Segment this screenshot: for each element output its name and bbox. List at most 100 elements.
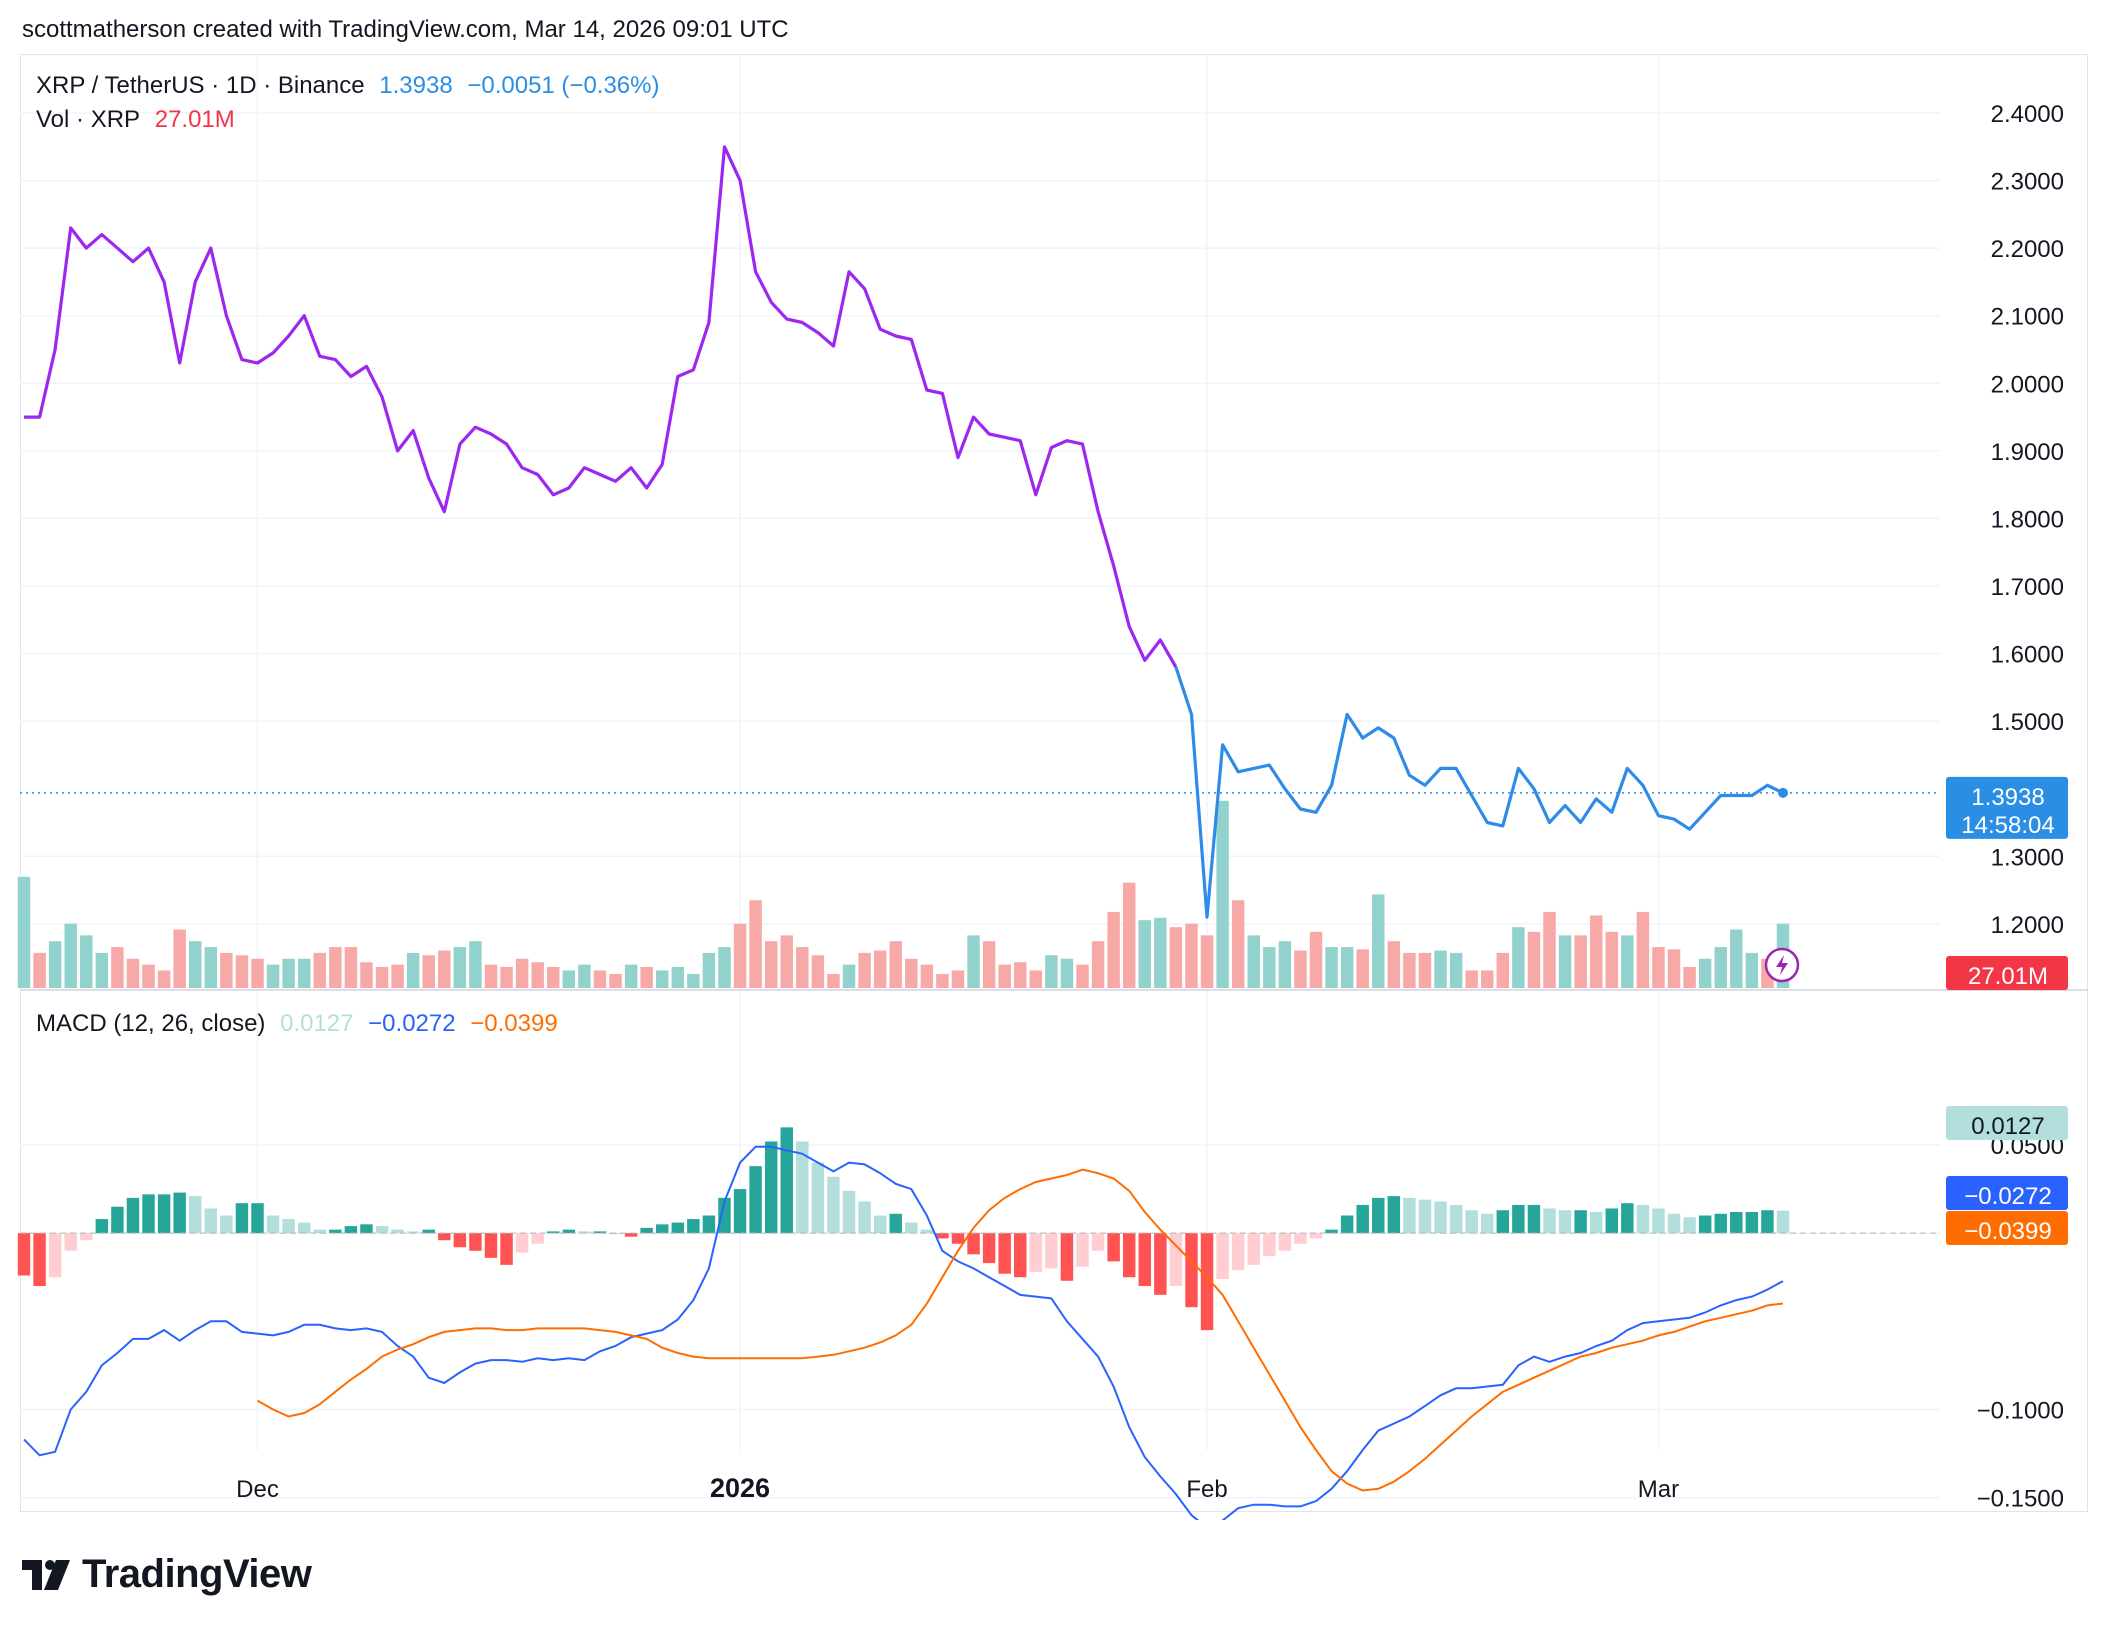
price-tick-label: 1.8000 (1991, 506, 2064, 533)
macd-line-badge-text: −0.0272 (1964, 1183, 2051, 1210)
macd-tick-label: −0.1500 (1977, 1486, 2064, 1513)
histogram-bar (873, 1215, 887, 1234)
time-axis-labels: Dec 2026 Feb Mar (236, 1473, 1679, 1503)
volume-bar (515, 958, 529, 988)
macd-line (23, 1145, 1784, 1520)
lightning-icon[interactable] (1764, 947, 1800, 983)
volume-bar (1621, 935, 1634, 988)
histogram-bar (593, 1231, 607, 1234)
histogram-bar (827, 1176, 840, 1234)
last-price: 1.3938 (379, 72, 453, 99)
histogram-bar (329, 1229, 342, 1234)
histogram-bar (64, 1233, 77, 1251)
histogram-bar (297, 1222, 311, 1234)
histogram-bar (500, 1233, 513, 1265)
histogram-bar (780, 1127, 793, 1234)
volume-bar (1589, 915, 1603, 988)
histogram-bar (982, 1233, 996, 1264)
volume-bar (967, 935, 980, 988)
volume-bar (593, 970, 607, 988)
price-tick-label: 1.6000 (1991, 642, 2064, 669)
macd-legend[interactable]: MACD (12, 26, close) 0.0127 −0.0272 −0.0… (36, 1010, 566, 1038)
histogram-bar (640, 1227, 653, 1234)
volume-bar (889, 941, 902, 988)
volume-bar (1372, 894, 1385, 988)
volume-bar (282, 958, 295, 988)
histogram-bar (1029, 1233, 1043, 1272)
histogram-bar (266, 1215, 280, 1234)
symbol-legend[interactable]: XRP / TetherUS · 1D · Binance 1.3938 −0.… (36, 72, 667, 100)
volume-bar (1325, 947, 1338, 988)
histogram-bar (126, 1197, 140, 1234)
volume-badge-bg (1946, 956, 2068, 990)
volume-bar (624, 964, 638, 988)
volume-bar (1185, 923, 1198, 988)
histogram-bar (1231, 1233, 1245, 1271)
histogram-bar (842, 1190, 856, 1234)
volume-bar (1698, 958, 1712, 988)
volume-bar (609, 973, 622, 988)
volume-bar (1403, 952, 1416, 988)
volume-bar (1122, 882, 1136, 988)
histogram-bar (1465, 1210, 1478, 1234)
macd-label: MACD (12, 26, close) (36, 1010, 266, 1037)
volume-bar (1200, 935, 1214, 988)
volume-bar (422, 955, 435, 988)
volume-badge-text: 27.01M (1968, 963, 2048, 990)
symbol-name: XRP / TetherUS · 1D · Binance (36, 72, 365, 99)
histogram-bar (438, 1233, 451, 1241)
histogram-bar (1730, 1211, 1743, 1234)
price-tick-label: 1.2000 (1991, 912, 2064, 939)
volume-bar (640, 966, 653, 988)
histogram-bar (1372, 1197, 1385, 1234)
histogram-bar (1481, 1213, 1494, 1234)
histogram-bar (687, 1219, 700, 1234)
volume-bar (1169, 927, 1183, 988)
volume-bar (173, 929, 186, 988)
histogram-bar (1325, 1229, 1338, 1234)
histogram-bar (1169, 1233, 1183, 1287)
macd-line-badge: −0.0272 (1946, 1176, 2068, 1210)
histogram-bar (1294, 1233, 1307, 1244)
histogram-bar (1014, 1233, 1027, 1278)
histogram-bar (484, 1233, 498, 1258)
volume-bar (1652, 947, 1665, 988)
histogram-bar (157, 1194, 171, 1234)
volume-bar (484, 964, 498, 988)
histogram-bar (406, 1231, 420, 1234)
histogram-bar (1683, 1217, 1696, 1234)
volume-bar (1091, 941, 1105, 988)
volume-bar (142, 964, 155, 988)
volume-bar (1418, 952, 1432, 988)
signal-line-badge: −0.0399 (1946, 1211, 2068, 1245)
volume-bar (1309, 931, 1323, 988)
volume-bar (1730, 929, 1743, 988)
volume-legend[interactable]: Vol · XRP 27.01M (36, 106, 243, 134)
histogram-bar (48, 1233, 62, 1278)
histogram-bar (453, 1233, 467, 1248)
histogram-bar (671, 1222, 685, 1234)
time-tick-label: 2026 (710, 1473, 770, 1503)
price-tick-label: 2.0000 (1991, 371, 2064, 398)
histogram-bar (920, 1229, 934, 1234)
volume-bar (671, 966, 685, 988)
volume-bar (796, 947, 809, 988)
volume-bar (1558, 935, 1572, 988)
time-tick-label: Feb (1186, 1476, 1227, 1503)
volume-bar (1481, 970, 1494, 988)
volume-bar (48, 941, 62, 988)
histogram-bar (1714, 1213, 1727, 1234)
histogram-bar (515, 1233, 529, 1253)
histogram-bar (733, 1189, 747, 1234)
tradingview-brand[interactable]: TradingView (22, 1552, 312, 1597)
volume-bar (733, 923, 747, 988)
histogram-bar (17, 1233, 31, 1276)
volume-bar (344, 947, 358, 988)
volume-bar (920, 964, 934, 988)
histogram-bar (1776, 1210, 1790, 1234)
price-tick-label: 2.3000 (1991, 169, 2064, 196)
histogram-bar (936, 1233, 949, 1239)
volume-bar (1527, 931, 1541, 988)
chart-canvas[interactable]: 2.4000 2.3000 2.2000 2.1000 2.0000 1.9000 1.80… (0, 0, 2108, 1520)
